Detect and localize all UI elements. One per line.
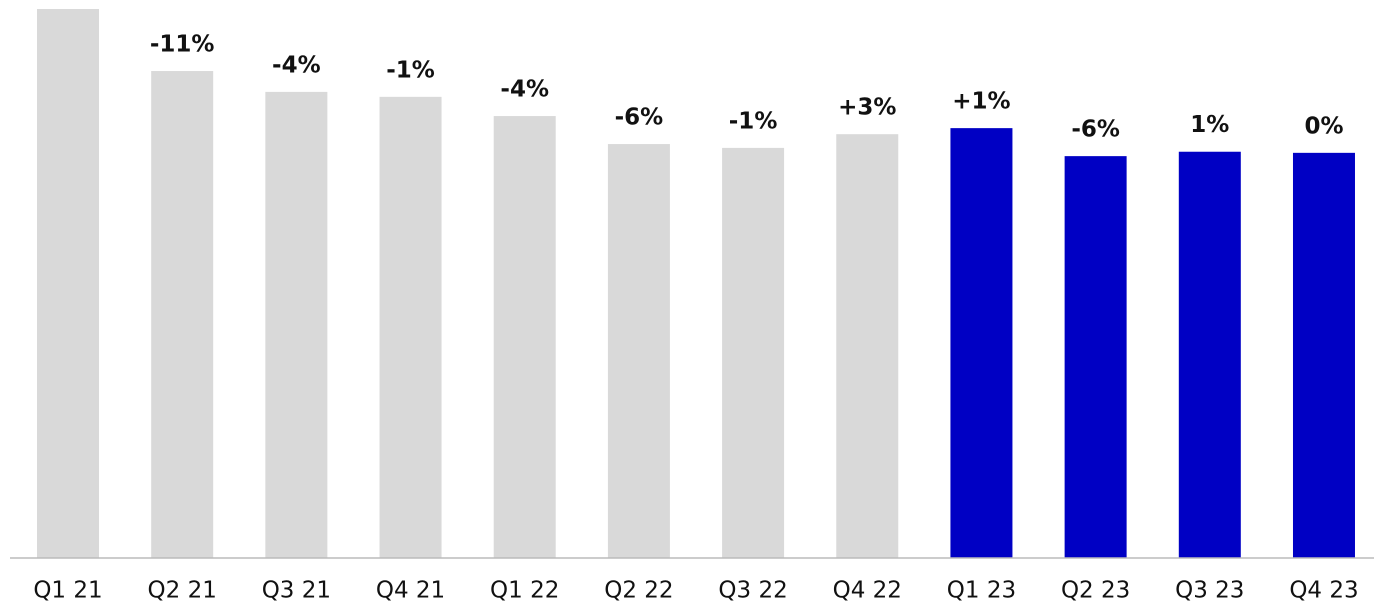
bar [379,96,442,558]
x-tick-label: Q4 23 [1289,578,1358,604]
change-label: +3% [838,95,896,121]
change-label: 0% [1304,113,1343,139]
change-label: 1% [1190,112,1229,138]
x-tick-label: Q2 22 [604,578,673,604]
x-tick-label: Q1 23 [947,578,1016,604]
bar [1178,151,1241,559]
x-tick-label: Q3 21 [262,578,331,604]
change-label: -6% [615,105,664,131]
x-tick-label: Q4 22 [833,578,902,604]
x-tick-label: Q3 23 [1175,578,1244,604]
x-tick-label: Q2 23 [1061,578,1130,604]
change-label: -1% [386,57,435,83]
x-tick-label: Q1 21 [33,578,102,604]
change-label: -4% [500,77,549,103]
bar [37,9,99,558]
bar [607,144,670,558]
bar [950,128,1013,558]
change-label: -6% [1071,117,1120,143]
change-label: -4% [272,52,321,78]
bar [1064,156,1127,558]
x-tick-label: Q2 21 [148,578,217,604]
change-label: +1% [952,89,1010,115]
change-label: -1% [729,108,778,134]
bar [265,91,328,559]
x-tick-label: Q3 22 [718,578,787,604]
x-tick-label: Q1 22 [490,578,559,604]
bar [493,116,556,559]
bar [151,71,214,559]
bar [722,147,785,558]
change-label: -11% [150,32,215,58]
bar [1292,152,1355,558]
bar [836,134,899,558]
x-tick-label: Q4 21 [376,578,445,604]
